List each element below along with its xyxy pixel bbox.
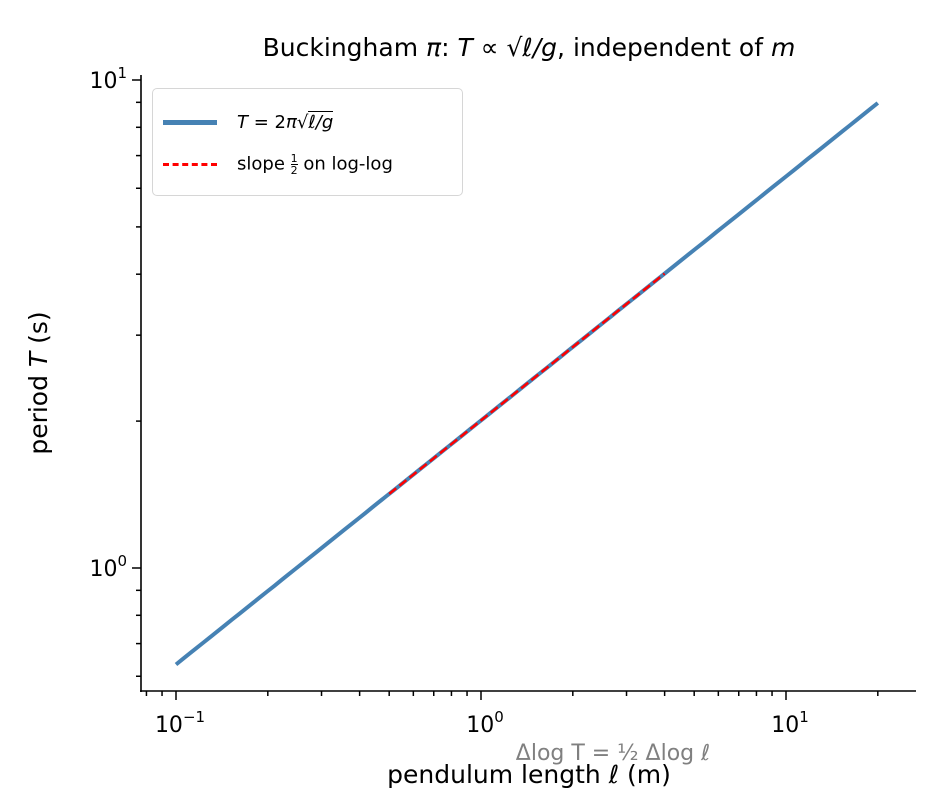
- y-axis-label: period T (s): [24, 311, 53, 454]
- chart-title: Buckingham π: T ∝ √ℓ/g, independent of m: [263, 33, 796, 62]
- x-tick-label: 100: [466, 708, 504, 738]
- x-tick-label: 101: [771, 708, 809, 738]
- legend-swatch-solid-line: [163, 119, 217, 125]
- series-line-slope-half: [388, 272, 666, 495]
- legend-swatch-dashed-line: [163, 162, 217, 166]
- slope-annotation: Δlog T = ½ Δlog ℓ: [516, 741, 710, 766]
- x-tick-label: 10−1: [155, 708, 205, 738]
- x-axis-label: pendulum length ℓ (m): [387, 760, 671, 789]
- legend-label-formula: T = 2π√ℓ/g: [237, 110, 334, 133]
- y-tick-label: 101: [89, 64, 127, 94]
- legend-item-period-formula: T = 2π√ℓ/g: [163, 107, 334, 137]
- y-tick-label: 100: [89, 552, 127, 582]
